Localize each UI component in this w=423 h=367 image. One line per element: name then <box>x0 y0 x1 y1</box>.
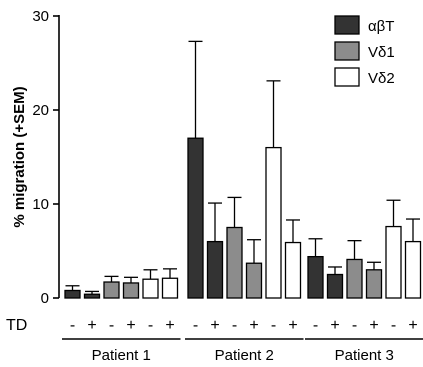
y-tick-label-10: 10 <box>32 196 49 213</box>
bar-patient-2-s2-plus <box>284 241 302 299</box>
y-axis-label: % migration (+SEM) <box>11 86 28 227</box>
legend-swatch-0 <box>334 15 360 35</box>
legend-label-1: Vδ1 <box>368 44 395 61</box>
error-bars-layer <box>65 40 420 295</box>
td-row-label: TD <box>6 317 27 334</box>
bar-patient-2-s0-minus <box>187 137 204 299</box>
bar-patient-2-s0-plus <box>206 240 224 299</box>
legend-swatch-1 <box>334 41 360 61</box>
bar-patient-1-s2-minus <box>142 278 159 299</box>
bar-patient-2-s1-minus <box>226 226 243 299</box>
td-sign-patient-1-s2-minus: - <box>148 317 153 334</box>
td-sign-patient-1-s2-plus: + <box>165 317 174 334</box>
bar-patient-3-s2-minus <box>385 225 402 299</box>
td-sign-patient-2-s2-plus: + <box>288 317 297 334</box>
td-sign-patient-2-s2-minus: - <box>271 317 276 334</box>
td-sign-patient-3-s2-plus: + <box>408 317 417 334</box>
td-sign-patient-3-s0-minus: - <box>313 317 318 334</box>
bar-patient-3-s1-minus <box>346 258 363 299</box>
bars-layer <box>64 137 422 299</box>
td-sign-patient-2-s1-plus: + <box>249 317 258 334</box>
bar-patient-2-s1-plus <box>245 262 263 299</box>
td-sign-patient-3-s0-plus: + <box>330 317 339 334</box>
y-tick-label-30: 30 <box>32 8 49 25</box>
td-sign-patient-1-s1-plus: + <box>126 317 135 334</box>
td-sign-patient-3-s1-minus: - <box>352 317 357 334</box>
td-sign-patient-1-s0-minus: - <box>70 317 75 334</box>
td-sign-patient-2-s0-plus: + <box>210 317 219 334</box>
td-sign-patient-2-s0-minus: - <box>193 317 198 334</box>
td-sign-patient-3-s1-plus: + <box>369 317 378 334</box>
legend-label-0: αβT <box>368 18 394 35</box>
bar-patient-1-s1-plus <box>122 282 140 299</box>
group-labels: Patient 1 Patient 2 Patient 3 <box>62 338 423 364</box>
y-tick-label-0: 0 <box>41 290 49 307</box>
group-label-patient-1: Patient 1 <box>92 347 151 364</box>
td-sign-patient-2-s1-minus: - <box>232 317 237 334</box>
td-sign-patient-1-s1-minus: - <box>109 317 114 334</box>
bar-patient-3-s0-minus <box>307 255 324 299</box>
td-sign-labels: - + - + - + - + - + - + - + - + - + <box>70 317 418 334</box>
td-sign-patient-1-s0-plus: + <box>87 317 96 334</box>
bar-patient-3-s1-plus <box>365 269 383 299</box>
bar-patient-1-s2-plus <box>161 277 179 299</box>
bar-patient-1-s0-minus <box>64 289 81 299</box>
y-ticks: 0 10 20 30 <box>32 8 59 307</box>
td-sign-patient-3-s2-minus: - <box>391 317 396 334</box>
group-label-patient-3: Patient 3 <box>335 347 394 364</box>
bar-patient-3-s0-plus <box>326 273 344 299</box>
bar-patient-3-s2-plus <box>404 240 422 299</box>
legend: αβT Vδ1 Vδ2 <box>334 15 395 87</box>
group-label-patient-2: Patient 2 <box>215 347 274 364</box>
legend-swatch-2 <box>334 67 360 87</box>
bar-patient-1-s1-minus <box>103 281 120 299</box>
legend-label-2: Vδ2 <box>368 70 395 87</box>
bar-patient-1-s0-plus <box>83 293 101 299</box>
bar-patient-2-s2-minus <box>265 146 282 299</box>
y-tick-label-20: 20 <box>32 102 49 119</box>
